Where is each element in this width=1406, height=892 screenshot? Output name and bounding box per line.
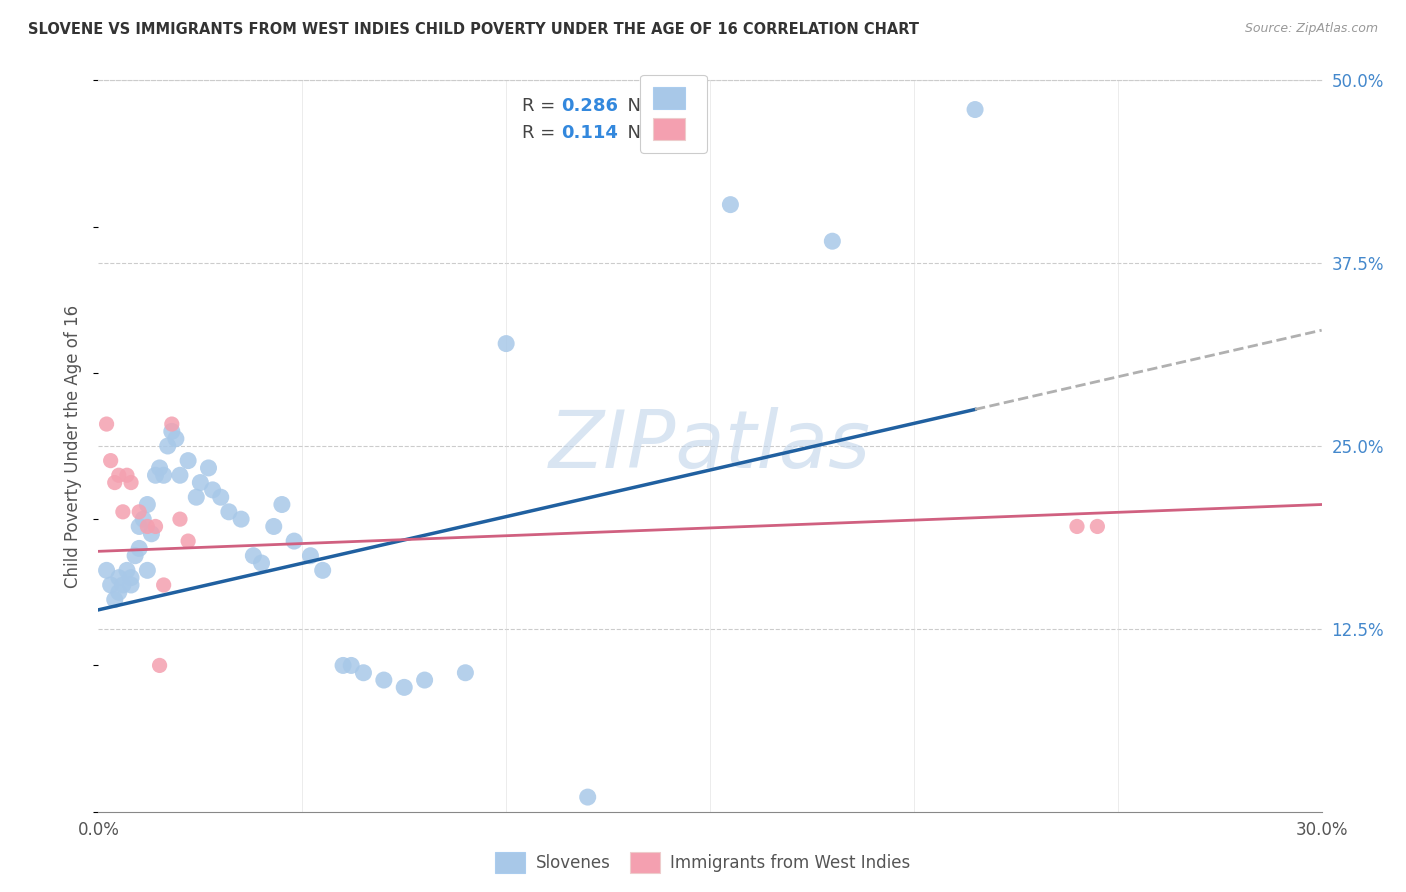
Point	[100, 578, 122, 592]
Point	[104, 592, 127, 607]
Point	[115, 468, 138, 483]
Point	[209, 490, 232, 504]
Point	[104, 475, 127, 490]
Y-axis label: Child Poverty Under the Age of 16: Child Poverty Under the Age of 16	[65, 304, 83, 588]
Text: 0.286: 0.286	[561, 97, 617, 115]
Point	[242, 549, 264, 563]
Point	[160, 417, 183, 431]
Point	[340, 658, 363, 673]
Text: N =: N =	[616, 124, 673, 142]
Point	[283, 534, 305, 549]
Point	[136, 498, 159, 512]
Text: ZIPatlas: ZIPatlas	[548, 407, 872, 485]
Point	[124, 549, 146, 563]
Point	[156, 439, 179, 453]
Point	[149, 461, 172, 475]
Point	[111, 578, 134, 592]
Text: R =: R =	[522, 124, 567, 142]
Point	[720, 197, 742, 211]
Point	[270, 498, 294, 512]
Point	[128, 505, 150, 519]
Point	[149, 658, 172, 673]
Point	[128, 541, 150, 556]
Point	[218, 505, 240, 519]
Point	[120, 475, 142, 490]
Text: 0.114: 0.114	[561, 124, 617, 142]
Text: R =: R =	[522, 97, 561, 115]
Point	[115, 563, 138, 577]
Point	[201, 483, 224, 497]
Point	[188, 475, 212, 490]
Point	[576, 790, 599, 805]
Point	[263, 519, 285, 533]
Point	[136, 519, 159, 533]
Point	[1066, 519, 1088, 533]
Point	[177, 534, 200, 549]
Point	[169, 512, 191, 526]
Legend: Slovenes, Immigrants from West Indies: Slovenes, Immigrants from West Indies	[489, 846, 917, 880]
Point	[108, 468, 131, 483]
Point	[413, 673, 436, 687]
Point	[96, 417, 118, 431]
Text: 50: 50	[658, 97, 682, 115]
Point	[145, 519, 167, 533]
Point	[495, 336, 517, 351]
Point	[454, 665, 477, 680]
Point	[141, 526, 163, 541]
Text: N =: N =	[616, 97, 668, 115]
Point	[136, 563, 159, 577]
Point	[108, 571, 131, 585]
Text: Source: ZipAtlas.com: Source: ZipAtlas.com	[1244, 22, 1378, 36]
Point	[312, 563, 335, 577]
Point	[152, 578, 174, 592]
Point	[111, 505, 134, 519]
Point	[373, 673, 395, 687]
Point	[231, 512, 253, 526]
Point	[165, 432, 187, 446]
Point	[96, 563, 118, 577]
Point	[332, 658, 354, 673]
Point	[100, 453, 122, 467]
Point	[152, 468, 174, 483]
Point	[821, 234, 844, 248]
Point	[250, 556, 273, 570]
Point	[1085, 519, 1108, 533]
Text: 17: 17	[658, 124, 682, 142]
Point	[392, 681, 416, 695]
Point	[177, 453, 200, 467]
Point	[197, 461, 219, 475]
Legend: , : ,	[640, 75, 707, 153]
Point	[128, 519, 150, 533]
Point	[132, 512, 155, 526]
Text: SLOVENE VS IMMIGRANTS FROM WEST INDIES CHILD POVERTY UNDER THE AGE OF 16 CORRELA: SLOVENE VS IMMIGRANTS FROM WEST INDIES C…	[28, 22, 920, 37]
Point	[299, 549, 322, 563]
Point	[120, 571, 142, 585]
Point	[145, 468, 167, 483]
Point	[160, 425, 183, 439]
Point	[352, 665, 374, 680]
Point	[120, 578, 142, 592]
Point	[108, 585, 131, 599]
Point	[169, 468, 191, 483]
Point	[965, 103, 987, 117]
Point	[186, 490, 208, 504]
